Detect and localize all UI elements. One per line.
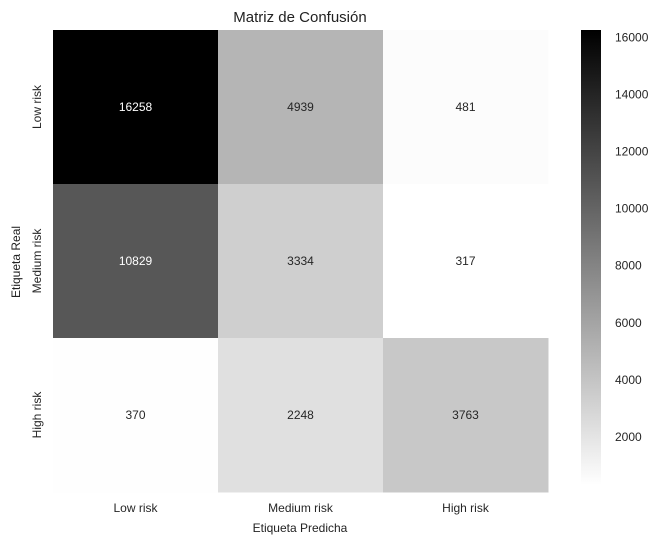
colorbar-gradient [581, 30, 601, 485]
y-tick-label: High risk [30, 391, 44, 439]
heatmap-cell-value: 3334 [287, 254, 314, 268]
x-tick-label: High risk [442, 501, 490, 515]
heatmap-cell-value: 4939 [287, 100, 314, 114]
heatmap-cell-value: 481 [455, 100, 475, 114]
colorbar-tick-label: 16000 [615, 30, 649, 44]
chart-title: Matriz de Confusión [233, 9, 366, 26]
heatmap-cell [53, 30, 219, 185]
y-tick-label: Low risk [30, 84, 44, 129]
heatmap-cell-value: 16258 [119, 100, 153, 114]
heatmap-cell [218, 30, 384, 185]
heatmap-cell-value: 10829 [119, 254, 153, 268]
y-axis-tick-labels: Low risk Medium risk High risk [30, 84, 44, 438]
heatmap-cells [53, 30, 549, 493]
heatmap-cell [218, 338, 384, 493]
heatmap-cell-value: 3763 [452, 408, 479, 422]
colorbar-tick-label: 12000 [615, 145, 649, 159]
heatmap-cell-value: 370 [125, 408, 145, 422]
x-tick-label: Low risk [113, 501, 158, 515]
heatmap-cell [383, 30, 549, 185]
heatmap-cell-labels: 16258 4939 481 10829 3334 317 370 2248 3763 [119, 100, 479, 422]
colorbar-tick-label: 4000 [615, 373, 642, 387]
y-axis-label: Etiqueta Real [9, 226, 23, 298]
x-tick-label: Medium risk [268, 501, 334, 515]
heatmap-cell [53, 338, 219, 493]
x-axis-label: Etiqueta Predicha [253, 521, 348, 535]
y-tick-label: Medium risk [30, 228, 44, 294]
colorbar: 2000 4000 6000 8000 10000 12000 14000 16000 [581, 30, 649, 485]
heatmap-cell [383, 184, 549, 339]
colorbar-tick-label: 8000 [615, 259, 642, 273]
x-axis-tick-labels: Low risk Medium risk High risk [113, 501, 489, 515]
heatmap-cell-value: 317 [455, 254, 475, 268]
colorbar-tick-label: 10000 [615, 202, 649, 216]
colorbar-tick-label: 6000 [615, 316, 642, 330]
colorbar-tick-label: 2000 [615, 430, 642, 444]
heatmap-cell [218, 184, 384, 339]
colorbar-tick-labels: 2000 4000 6000 8000 10000 12000 14000 16000 [615, 30, 649, 444]
heatmap-cell-value: 2248 [287, 408, 314, 422]
heatmap-cell [383, 338, 549, 493]
colorbar-tick-label: 14000 [615, 87, 649, 101]
heatmap-cell [53, 184, 219, 339]
